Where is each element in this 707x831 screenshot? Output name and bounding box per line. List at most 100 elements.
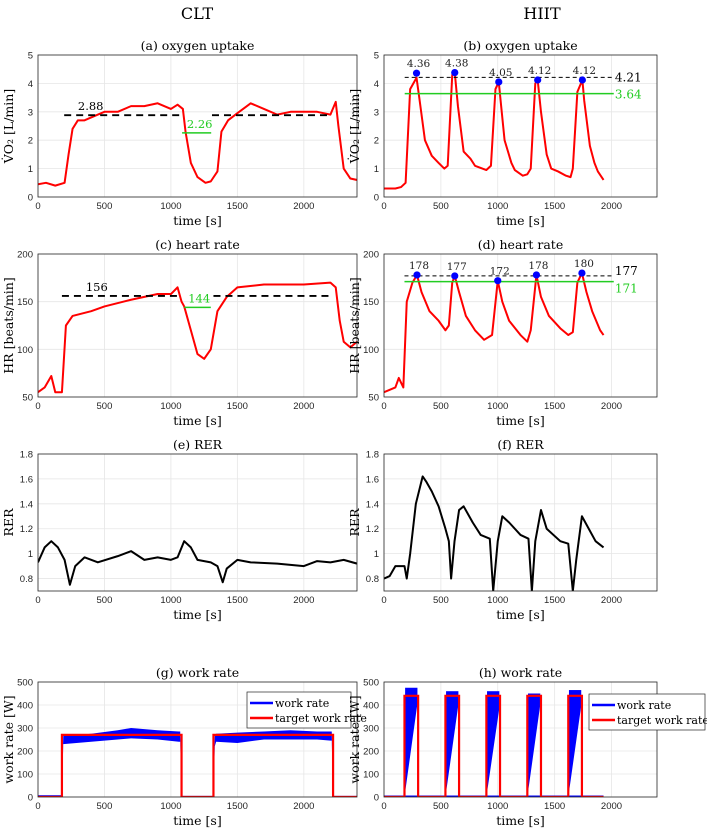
- peak-marker: [451, 69, 459, 77]
- mean-value-label: 4.21: [615, 70, 642, 84]
- x-tick-label: 1000: [487, 595, 508, 606]
- x-tick-label: 1000: [487, 401, 508, 412]
- y-axis-label: work rate [W]: [347, 695, 362, 783]
- plot-content: [384, 71, 605, 190]
- legend: work rate target work rate: [246, 691, 367, 729]
- plot-content: [38, 100, 357, 187]
- peak-marker: [578, 269, 586, 277]
- plot-content: [384, 475, 605, 591]
- x-tick-label: 2000: [601, 595, 622, 606]
- y-tick-label: 100: [17, 345, 33, 356]
- x-axis-label: time [s]: [173, 413, 221, 428]
- panel-d: 0 500 1000 1500 2000 50 100 150 200 177 171 178 177 1…: [347, 237, 658, 428]
- peak-value-label: 180: [574, 258, 594, 270]
- x-tick-label: 500: [433, 801, 449, 812]
- mean-value-label: 156: [86, 280, 108, 294]
- legend-entry: target work rate: [275, 712, 367, 725]
- series-line-vo2: [384, 71, 605, 190]
- x-tick-label: 1500: [227, 595, 248, 606]
- panel-a: 0 500 1000 1500 2000 0 1 2 3 4 5 2.88 2.26 (a) oxygen…: [1, 38, 358, 228]
- y-tick-label: 100: [363, 770, 379, 781]
- y-tick-label: 100: [363, 345, 379, 356]
- header-hiit: HIIT: [523, 4, 561, 23]
- plot-content: [384, 687, 604, 797]
- panel-g: 0 500 1000 1500 2000 0 100 200 300 400 500 (g) work…: [1, 665, 367, 828]
- plot-area: [384, 454, 657, 591]
- peak-marker: [451, 272, 459, 280]
- x-tick-label: 1000: [160, 401, 181, 412]
- x-tick-label: 1500: [227, 401, 248, 412]
- plot-content: [38, 281, 357, 394]
- x-tick-label: 2000: [293, 595, 314, 606]
- y-tick-label: 200: [17, 250, 33, 261]
- panel-f: 0 500 1000 1500 2000 0.8 1 1.2 1.4 1.6 1.8 (f) RER t…: [347, 437, 658, 622]
- mean-value-label: 2.88: [78, 99, 104, 113]
- x-tick-label: 2000: [601, 801, 622, 812]
- x-axis-label: time [s]: [496, 413, 544, 428]
- legend: work rate target work rate: [588, 693, 707, 731]
- peak-marker: [534, 76, 542, 84]
- legend-entry: target work rate: [617, 714, 707, 727]
- y-axis-label: V̇O₂ [L/min]: [1, 89, 16, 164]
- panel-c: 0 500 1000 1500 2000 50 100 150 200 156 144 (c) hea…: [1, 237, 358, 428]
- x-tick-label: 2000: [293, 201, 314, 212]
- x-tick-label: 500: [433, 201, 449, 212]
- axes-box: [383, 681, 658, 798]
- y-tick-label: 5: [28, 51, 33, 62]
- y-tick-label: 1.8: [366, 450, 379, 461]
- y-tick-label: 4: [374, 79, 379, 90]
- panel-title: (f) RER: [497, 437, 544, 452]
- y-tick-label: 0: [374, 193, 379, 204]
- x-tick-label: 1000: [160, 595, 181, 606]
- work-rate-band: [527, 693, 541, 797]
- x-axis-label: time [s]: [173, 213, 221, 228]
- panel-title: (c) heart rate: [155, 237, 239, 252]
- x-tick-label: 500: [97, 201, 113, 212]
- peak-value-label: 172: [490, 266, 510, 278]
- low-value-label: 3.64: [615, 88, 642, 102]
- series-line-rer: [38, 540, 357, 586]
- y-tick-label: 200: [363, 250, 379, 261]
- plot-area: [38, 254, 357, 397]
- y-tick-label: 100: [17, 770, 33, 781]
- y-tick-label: 1.2: [20, 524, 33, 535]
- plot-content: [38, 540, 357, 586]
- y-tick-label: 1: [28, 164, 33, 175]
- y-tick-label: 0: [28, 793, 33, 804]
- work-rate-band: [446, 691, 459, 707]
- axes-box: [37, 453, 358, 592]
- panel-title: (g) work rate: [156, 665, 239, 680]
- y-tick-label: 400: [363, 701, 379, 712]
- x-axis-label: time [s]: [173, 607, 221, 622]
- y-tick-label: 150: [363, 297, 379, 308]
- y-tick-label: 3: [28, 107, 33, 118]
- header-clt: CLT: [181, 4, 214, 23]
- y-tick-label: 300: [17, 724, 33, 735]
- x-tick-label: 500: [433, 401, 449, 412]
- y-tick-label: 400: [17, 701, 33, 712]
- legend-entry: work rate: [275, 697, 329, 710]
- y-tick-label: 3: [374, 107, 379, 118]
- y-tick-label: 2: [374, 136, 379, 147]
- y-tick-label: 0: [28, 193, 33, 204]
- y-tick-label: 1: [374, 549, 379, 560]
- peak-value-label: 4.12: [528, 65, 551, 77]
- y-tick-label: 1.8: [20, 450, 33, 461]
- panel-title: (e) RER: [173, 437, 223, 452]
- peak-marker: [412, 69, 421, 77]
- x-axis-label: time [s]: [496, 607, 544, 622]
- y-tick-label: 0.8: [366, 574, 379, 585]
- axes-box: [37, 253, 358, 398]
- y-tick-label: 1: [28, 549, 33, 560]
- x-tick-label: 0: [381, 801, 386, 812]
- y-axis-label: HR [beats/min]: [1, 277, 16, 373]
- peak-marker: [532, 271, 541, 279]
- x-tick-label: 500: [433, 595, 449, 606]
- x-axis-label: time [s]: [496, 213, 544, 228]
- work-rate-band: [487, 691, 500, 710]
- target-work-rate-line: [38, 733, 357, 797]
- target-work-rate-line: [384, 694, 604, 797]
- x-tick-label: 500: [97, 595, 113, 606]
- y-tick-label: 1.6: [20, 474, 33, 485]
- y-tick-label: 5: [374, 51, 379, 62]
